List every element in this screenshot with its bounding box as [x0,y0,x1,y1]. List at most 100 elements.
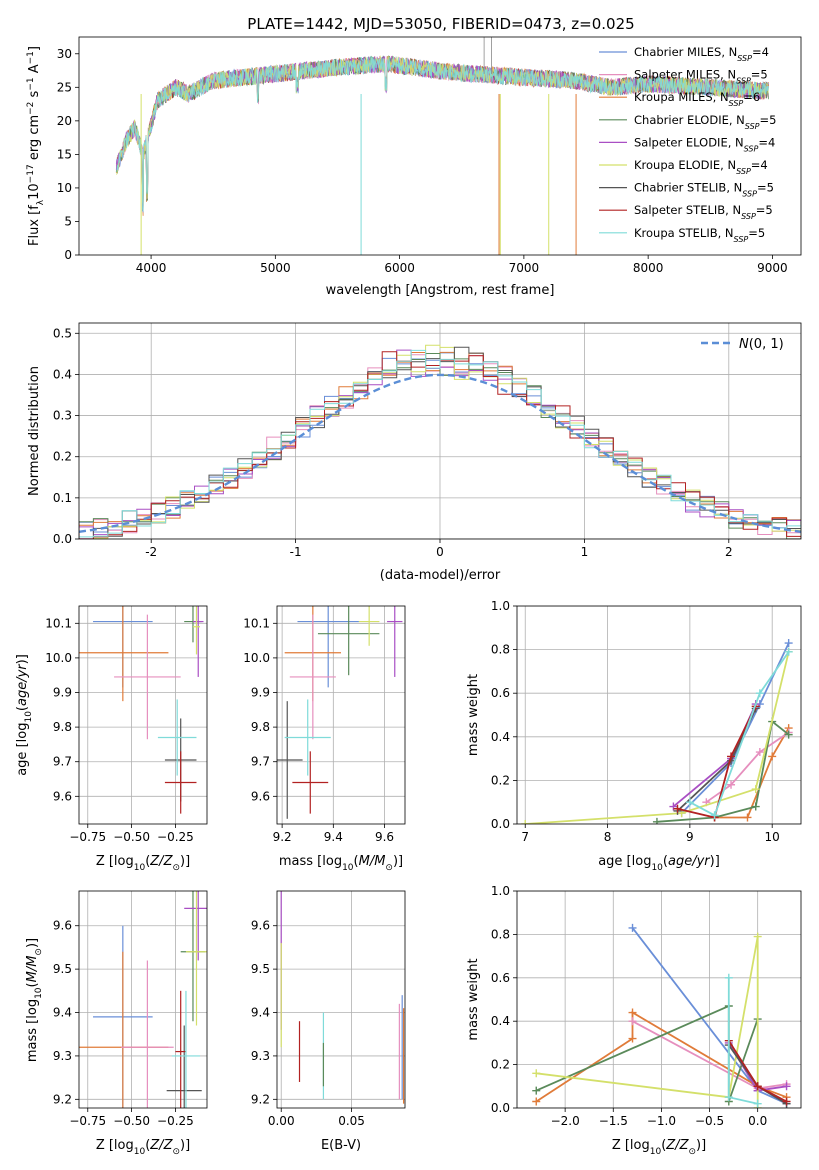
y-tick-label: 10.0 [45,651,72,665]
plot-area [517,606,801,824]
legend-sub: SSP [744,144,759,153]
legend-entry: N(0, 1) [739,337,784,352]
x-axis-label: wavelength [Angstrom, rest frame] [326,283,555,298]
label-part: ⊙ [172,1147,180,1157]
label-part: )] [710,854,720,869]
plot-area [79,606,207,824]
series-line [705,731,790,803]
y-tick-label: 9.3 [251,1049,270,1063]
x-tick-label: 0.0 [748,1114,767,1128]
label-part: ( [661,1138,666,1153]
y-tick-label: 9.5 [251,962,270,976]
series-marker [782,1097,791,1106]
y-tick-label: 0.4 [491,1014,510,1028]
label-part: A [27,64,42,77]
label-part: ( [354,854,359,869]
axes-frame [516,605,802,825]
series-marker [521,820,530,824]
x-tick-label: 1 [581,545,589,559]
label-part: s [27,90,42,101]
y-tick-label: 10.1 [45,616,72,630]
error-bar-point [171,990,200,1108]
label-part: Z/Z [149,854,173,869]
plot-area [277,606,405,824]
series-marker [751,785,760,794]
axes-frame [78,605,208,825]
y-tick-label: 0.6 [491,686,510,700]
error-bar-point [358,606,380,646]
y-tick-label: 9.2 [251,1092,270,1106]
label-part: ( [15,706,30,711]
label-part: Z [log [96,854,134,869]
label-part: −1 [26,51,36,64]
series-marker [755,748,764,757]
x-tick-label: 10 [765,830,780,844]
y-tick-label: 30 [57,47,72,61]
error-bar-point [292,751,329,814]
axes-frame [276,605,406,825]
legend-label: Salpeter STELIB, N [634,203,741,217]
label-part: ⊙ [172,863,180,873]
label-part: 10 [134,863,146,873]
label-part: )] [393,854,403,869]
x-tick-label: -2 [145,545,157,559]
x-tick-label: 4000 [136,261,167,275]
series-marker [628,1008,637,1017]
series-marker [652,817,661,824]
series-marker [782,1082,791,1091]
legend-label: Chabrier STELIB, N [634,181,742,195]
legend-entry: Kroupa MILES, NSSP=6 [634,90,760,108]
y-axis-label: mass weight [466,674,481,756]
error-bar-point [157,699,197,776]
series-marker [532,1086,541,1095]
error-bar-point [79,606,169,702]
label-part: ⊙ [34,948,44,956]
y-tick-label: 9.8 [251,720,270,734]
x-axis-label: E(B-V) [321,1138,361,1153]
y-tick-label: 1.0 [491,884,510,898]
x-tick-label: 8 [604,830,612,844]
y-axis-label: mass [log10(M/M⊙)] [25,938,44,1062]
error-bar-point [166,1025,202,1108]
x-axis-label: Z [log10(Z/Z⊙)] [96,1138,190,1157]
x-axis-label: mass [log10(M/M⊙)] [279,854,403,873]
spectrum-panel: 4000 5000 6000 7000 8000 9000 0 5 10 15 20 25 30 Chab… [26,36,802,298]
mass-vs-metallicity-panel: −0.75 −0.50 −0.259.29.39.49.59.6Z [log10(Z… [25,890,208,1157]
error-bar-point [289,614,336,740]
legend-label: Kroupa ELODIE, N [634,158,736,172]
y-tick-label: 10 [57,181,72,195]
plot-area [79,323,801,539]
y-tick-label: 9.4 [53,1006,72,1020]
legend-suffix: =5 [757,181,774,195]
error-bar-point [387,606,403,677]
x-tick-label: 5000 [260,261,291,275]
series-marker [673,804,682,813]
figure-title: PLATE=1442, MJD=53050, FIBERID=0473, z=0… [247,15,634,33]
label-part: 10 [342,863,354,873]
y-tick-label: 1.0 [491,599,510,613]
age-vs-mass-panel: 9.2 9.4 9.6 9.6 9.7 9.8 9.9 10.0 10.1 mass [log10… [243,605,406,873]
normal-curve [79,373,801,533]
series-marker [685,798,694,807]
legend-entry: Kroupa ELODIE, NSSP=4 [634,158,768,176]
label-part: age/yr [15,663,30,706]
error-bar-point [184,891,207,961]
series-marker [532,1069,541,1078]
x-axis-label: age [log10(age/yr)] [598,854,720,873]
y-tick-label: 0.0 [53,532,72,546]
y-tick-label: 0.2 [491,1058,510,1072]
legend-entry: Salpeter MILES, NSSP=5 [634,68,768,86]
x-tick-label: 6000 [384,261,415,275]
y-tick-label: 9.6 [251,789,270,803]
error-bar-point [175,990,186,1108]
residual-histogram-panel: -2 -1 0 1 2 0.0 0.1 0.2 0.3 0.4 0.5 N(0, 1) (data-mo… [27,322,802,583]
label-part: )] [180,1138,190,1153]
label-part: erg cm [27,115,42,164]
y-tick-label: 0.0 [491,1101,510,1115]
x-tick-label: 2 [725,545,733,559]
series-marker [669,802,678,811]
legend-label: Kroupa STELIB, N [634,226,734,240]
x-axis-label: (data-model)/error [380,568,501,583]
x-axis-label: Z [log10(Z/Z⊙)] [612,1138,706,1157]
